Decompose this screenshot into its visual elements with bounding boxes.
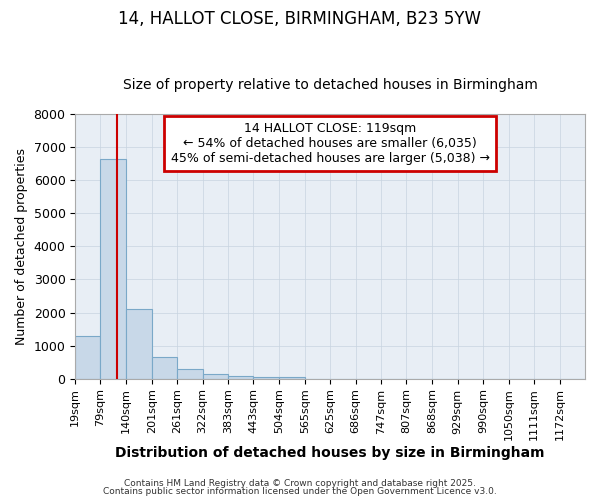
X-axis label: Distribution of detached houses by size in Birmingham: Distribution of detached houses by size … — [115, 446, 545, 460]
Text: Contains public sector information licensed under the Open Government Licence v3: Contains public sector information licen… — [103, 487, 497, 496]
Bar — [228, 376, 253, 378]
Y-axis label: Number of detached properties: Number of detached properties — [15, 148, 28, 345]
Text: 14 HALLOT CLOSE: 119sqm
← 54% of detached houses are smaller (6,035)
45% of semi: 14 HALLOT CLOSE: 119sqm ← 54% of detache… — [170, 122, 490, 165]
Bar — [126, 309, 152, 378]
Bar — [177, 369, 203, 378]
Bar — [75, 336, 100, 378]
Bar — [152, 357, 177, 378]
Title: Size of property relative to detached houses in Birmingham: Size of property relative to detached ho… — [123, 78, 538, 92]
Bar — [279, 376, 305, 378]
Bar — [203, 374, 228, 378]
Text: Contains HM Land Registry data © Crown copyright and database right 2025.: Contains HM Land Registry data © Crown c… — [124, 478, 476, 488]
Text: 14, HALLOT CLOSE, BIRMINGHAM, B23 5YW: 14, HALLOT CLOSE, BIRMINGHAM, B23 5YW — [119, 10, 482, 28]
Bar — [100, 158, 126, 378]
Bar — [253, 376, 279, 378]
